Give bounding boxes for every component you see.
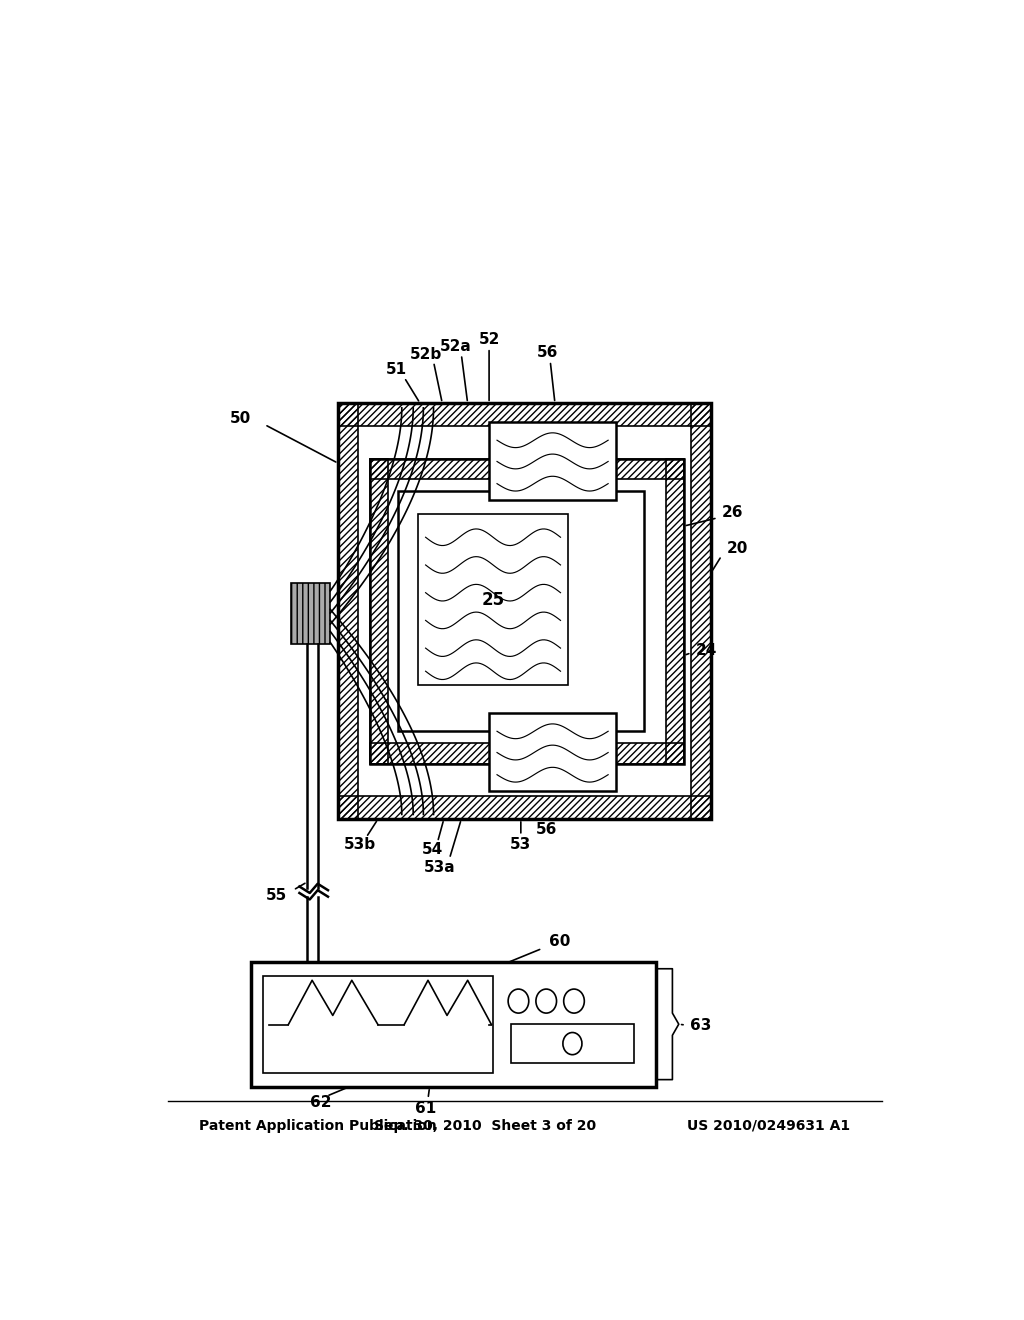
Bar (338, 404, 712, 426)
Bar (418, 515, 568, 685)
Text: 56: 56 (537, 345, 558, 360)
Bar (370, 459, 684, 763)
Bar (397, 491, 644, 731)
Bar (370, 743, 684, 763)
Bar (338, 404, 712, 818)
Text: 61: 61 (415, 1101, 436, 1115)
Text: 53: 53 (510, 837, 531, 851)
Text: 20: 20 (727, 541, 749, 556)
Text: 51: 51 (386, 362, 407, 376)
Bar (370, 459, 684, 479)
Text: 54: 54 (421, 842, 442, 857)
Bar (370, 459, 387, 763)
Text: 60: 60 (549, 935, 570, 949)
Text: 25: 25 (481, 590, 505, 609)
Bar (338, 796, 712, 818)
Bar (338, 404, 358, 818)
Bar (338, 404, 358, 818)
Text: 53b: 53b (344, 837, 376, 851)
Text: US 2010/0249631 A1: US 2010/0249631 A1 (687, 1119, 850, 1133)
Text: 26: 26 (722, 504, 743, 520)
Bar (511, 1024, 634, 1063)
Text: 56: 56 (536, 822, 557, 837)
Bar (370, 459, 387, 763)
Bar (666, 459, 684, 763)
Text: 63: 63 (690, 1018, 712, 1032)
Text: 52b: 52b (411, 347, 442, 362)
Bar (338, 796, 712, 818)
Text: Patent Application Publication: Patent Application Publication (200, 1119, 437, 1133)
Text: 24: 24 (695, 643, 717, 659)
Text: FIG. 3: FIG. 3 (461, 1027, 589, 1065)
Text: 50: 50 (230, 412, 251, 426)
Text: 52a: 52a (440, 339, 472, 354)
Text: 62: 62 (310, 1096, 332, 1110)
Bar (489, 713, 616, 792)
Bar (291, 583, 331, 644)
Bar (338, 404, 712, 426)
Bar (691, 404, 712, 818)
Text: 55: 55 (265, 888, 287, 903)
Bar (370, 459, 684, 479)
Text: 53a: 53a (424, 859, 456, 875)
Bar (291, 583, 331, 644)
Bar (251, 962, 655, 1086)
Bar (263, 977, 494, 1073)
Text: 52: 52 (478, 333, 500, 347)
Bar (489, 422, 616, 500)
Text: Sep. 30, 2010  Sheet 3 of 20: Sep. 30, 2010 Sheet 3 of 20 (374, 1119, 596, 1133)
Bar (370, 743, 684, 763)
Bar (691, 404, 712, 818)
Bar (666, 459, 684, 763)
